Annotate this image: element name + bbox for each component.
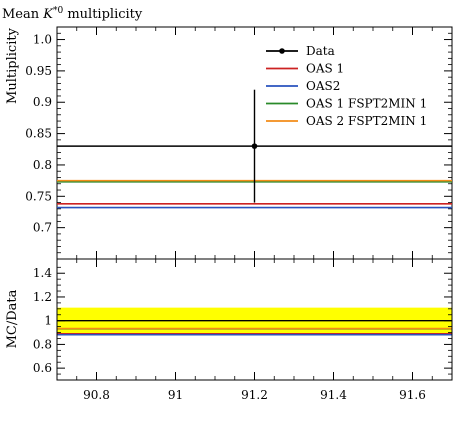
main-ytick-label: 0.75 (25, 189, 52, 203)
main-ytick-label: 0.8 (33, 158, 52, 172)
legend: Data OAS 1 OAS2 OAS 1 FSPT2MIN 1 OAS 2 FSPT2… (266, 44, 427, 128)
data-point (251, 143, 258, 149)
x-tick-label: 90.8 (83, 388, 110, 402)
x-tick-label: 91.6 (399, 388, 426, 402)
main-ytick-label: 0.9 (33, 95, 52, 109)
legend-label: OAS 1 (306, 62, 344, 76)
main-ytick-label: 0.85 (25, 127, 52, 141)
ratio-panel: MC/Data 1.4 1.2 1 0.8 0.6 90.8 91 91.2 91.4 91.6 (5, 258, 453, 402)
legend-label: OAS 2 FSPT2MIN 1 (306, 114, 427, 128)
ratio-ylabel: MC/Data (5, 289, 20, 348)
x-tick-label: 91.4 (320, 388, 347, 402)
ratio-ytick-label: 0.6 (33, 361, 52, 375)
ratio-ytick-label: 1.4 (33, 266, 52, 280)
x-tick-label: 91.2 (241, 388, 268, 402)
legend-marker (279, 48, 285, 54)
x-tick-label: 91 (168, 388, 183, 402)
legend-label: OAS2 (306, 79, 340, 93)
ratio-ytick-label: 1.2 (33, 290, 52, 304)
chart-title: Mean K*0 multiplicity (2, 6, 143, 22)
main-ytick-label: 0.95 (25, 64, 52, 78)
ratio-ytick-label: 1 (44, 314, 52, 328)
main-ylabel: Multiplicity (5, 27, 20, 104)
main-ytick-label: 0.7 (33, 221, 52, 235)
legend-label: OAS 1 FSPT2MIN 1 (306, 97, 427, 111)
legend-label: Data (306, 44, 335, 58)
main-panel: Multiplicity 1.0 0.95 0.9 0.85 0.8 0.75 0.7 Da… (5, 26, 453, 260)
main-ytick-label: 1.0 (33, 33, 52, 47)
ratio-ytick-label: 0.8 (33, 337, 52, 351)
